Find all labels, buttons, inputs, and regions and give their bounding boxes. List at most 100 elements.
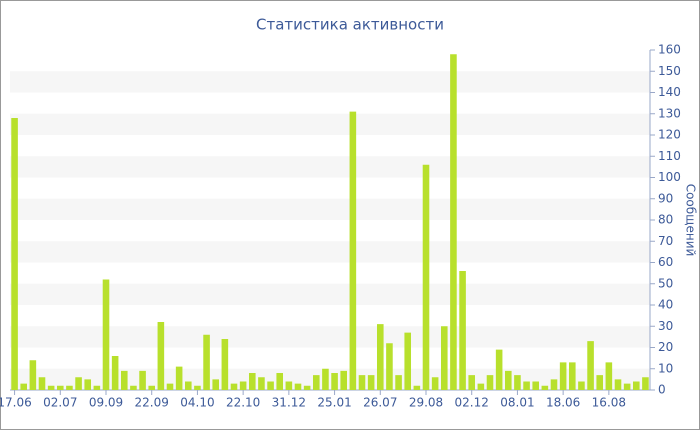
bar	[166, 383, 174, 390]
bar	[175, 366, 183, 390]
bar	[29, 360, 37, 390]
bar	[47, 385, 55, 390]
bar	[120, 370, 128, 390]
bar	[578, 381, 585, 390]
bar	[184, 381, 192, 390]
y-tick-label: 70	[658, 234, 673, 248]
bar	[468, 375, 476, 390]
bar	[605, 362, 613, 390]
bar	[331, 373, 338, 390]
y-tick-label: 40	[658, 298, 673, 312]
bar	[541, 385, 549, 390]
y-tick-label: 80	[658, 213, 673, 227]
bar	[322, 368, 329, 390]
x-tick-label: 31.12	[272, 396, 306, 410]
bar	[587, 341, 594, 390]
y-tick-label: 50	[658, 276, 673, 290]
grid-band	[10, 283, 650, 305]
bar	[139, 370, 146, 390]
bar	[477, 383, 485, 390]
bar	[267, 381, 274, 390]
bar	[404, 332, 412, 390]
bar	[514, 375, 521, 390]
x-tick-label: 17.06	[0, 396, 32, 410]
y-tick-label: 150	[658, 64, 681, 78]
grid-band	[10, 198, 650, 220]
x-tick-label: 16.08	[592, 396, 626, 410]
bar	[376, 324, 384, 390]
y-tick-label: 160	[658, 43, 681, 57]
y-tick-label: 100	[658, 170, 681, 184]
x-tick-label: 26.07	[363, 396, 397, 410]
grid-band	[10, 326, 650, 348]
bar	[386, 343, 393, 390]
y-tick-label: 110	[658, 149, 681, 163]
bar	[422, 164, 430, 390]
bar	[486, 375, 494, 390]
bar	[84, 379, 92, 390]
bar	[20, 383, 28, 390]
bar	[550, 379, 558, 390]
x-tick-label: 02.12	[455, 396, 489, 410]
bar	[93, 385, 101, 390]
y-tick-label: 20	[658, 340, 673, 354]
y-tick-label: 140	[658, 85, 681, 99]
bar	[258, 377, 265, 390]
bar	[248, 373, 256, 390]
y-axis-label: Сообщений	[684, 184, 698, 257]
grid-band	[10, 71, 650, 93]
bar	[596, 375, 604, 390]
x-tick-label: 08.01	[500, 396, 534, 410]
bar	[395, 375, 402, 390]
y-tick-label: 60	[658, 255, 673, 269]
bar	[130, 385, 137, 390]
bar	[459, 271, 466, 390]
bar	[230, 383, 238, 390]
bar	[440, 326, 448, 390]
bar	[614, 379, 622, 390]
grid-band	[10, 113, 650, 135]
bar	[38, 377, 46, 390]
x-tick-label: 04.10	[180, 396, 214, 410]
bar	[642, 377, 649, 390]
bar	[75, 377, 82, 390]
bar	[148, 385, 156, 390]
bar	[66, 385, 73, 390]
bar	[312, 375, 320, 390]
grid-band	[10, 241, 650, 263]
bar	[11, 118, 18, 390]
bar	[532, 381, 540, 390]
bar	[194, 385, 201, 390]
bar	[102, 279, 110, 390]
bar	[523, 381, 530, 390]
bar	[239, 381, 247, 390]
y-tick-label: 10	[658, 361, 673, 375]
y-tick-label: 130	[658, 106, 681, 120]
bar	[111, 356, 119, 390]
bar	[303, 385, 311, 390]
bar	[221, 339, 229, 390]
bar	[294, 383, 302, 390]
bar	[358, 375, 366, 390]
x-tick-label: 29.08	[409, 396, 443, 410]
bar	[413, 385, 421, 390]
bar	[450, 54, 457, 390]
x-tick-label: 02.07	[43, 396, 77, 410]
bar	[431, 377, 439, 390]
y-tick-label: 120	[658, 128, 681, 142]
x-tick-label: 18.06	[546, 396, 580, 410]
bar	[203, 334, 210, 390]
bar	[212, 379, 220, 390]
chart-title: Статистика активности	[256, 16, 444, 34]
bar	[559, 362, 567, 390]
y-tick-label: 90	[658, 191, 673, 205]
bar	[285, 381, 293, 390]
bar	[623, 383, 631, 390]
bar	[340, 370, 348, 390]
bar	[504, 370, 512, 390]
bar	[56, 385, 64, 390]
bar	[632, 381, 640, 390]
bar	[495, 349, 503, 390]
